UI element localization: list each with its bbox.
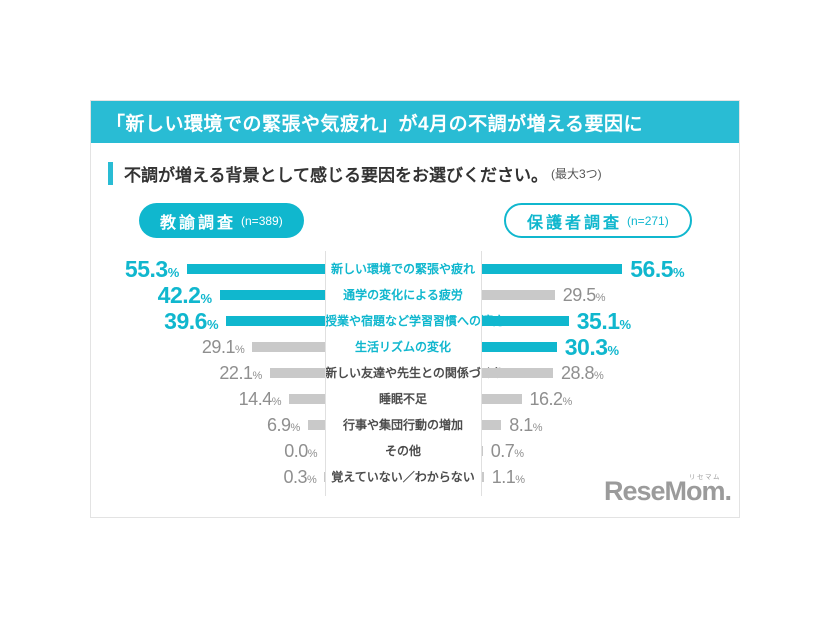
- resemom-logo: リセマム ReseMom.: [603, 471, 732, 506]
- chart-divider-right: [481, 251, 482, 496]
- parent-value: 28.8%: [561, 363, 604, 383]
- teacher-value: 29.1%: [201, 337, 245, 357]
- teacher-value: 0.0%: [284, 441, 317, 461]
- teacher-cell: 22.1%: [91, 364, 325, 382]
- teacher-bar: [307, 420, 325, 430]
- teacher-bar: [219, 290, 325, 300]
- teacher-bar: [186, 264, 325, 274]
- parent-cell: 29.5%: [481, 286, 739, 304]
- teacher-cell: 55.3%: [91, 255, 325, 282]
- parent-value: 16.2%: [529, 389, 573, 409]
- teacher-cell: 14.4%: [91, 390, 325, 408]
- parent-cell: 30.3%: [481, 333, 739, 360]
- question-accent-bar: [108, 162, 113, 185]
- parent-value: 30.3%: [564, 333, 619, 360]
- teacher-value: 6.9%: [266, 415, 300, 435]
- parent-cell: 16.2%: [481, 390, 739, 408]
- category-label: 授業や宿題など学習習慣への適応: [325, 314, 506, 328]
- teacher-value: 14.4%: [238, 389, 282, 409]
- parent-cell: 35.1%: [481, 307, 739, 334]
- parent-survey-n: (n=271): [627, 213, 669, 228]
- parent-bar: [481, 420, 502, 430]
- parent-bar: [481, 290, 555, 300]
- category-cell: 覚えていない／わからない: [325, 468, 481, 486]
- teacher-cell: 0.0%: [91, 442, 325, 460]
- parent-survey-label: 保護者調査: [527, 214, 623, 232]
- parent-bar: [481, 316, 569, 326]
- category-label: 生活リズムの変化: [354, 340, 451, 354]
- teacher-bar: [289, 394, 325, 404]
- teacher-cell: 42.2%: [91, 281, 325, 308]
- teacher-bar: [252, 342, 325, 352]
- teacher-value: 39.6%: [164, 307, 218, 334]
- teacher-bar: [324, 472, 325, 482]
- parent-cell: 56.5%: [481, 255, 739, 282]
- parent-value: 56.5%: [630, 255, 685, 282]
- teacher-value: 0.3%: [283, 467, 317, 487]
- survey-badges: 教諭調査 (n=389) 保護者調査 (n=271): [91, 203, 739, 238]
- teacher-bar: [226, 316, 325, 326]
- survey-card: 「新しい環境での緊張や気疲れ」が4月の不調が増える要因に 不調が増える背景として…: [90, 100, 740, 518]
- teacher-value: 22.1%: [219, 363, 262, 383]
- teacher-survey-label: 教諭調査: [160, 214, 237, 232]
- category-label: 新しい環境での緊張や疲れ: [330, 262, 475, 276]
- parent-survey-badge: 保護者調査 (n=271): [504, 203, 692, 238]
- category-cell: 行事や集団行動の増加: [325, 416, 481, 434]
- chart-divider-left: [325, 251, 326, 496]
- question-text: 不調が増える背景として感じる要因をお選びください。: [124, 166, 548, 185]
- category-cell: 睡眠不足: [325, 390, 481, 408]
- parent-value: 35.1%: [576, 307, 631, 334]
- category-label: 新しい友達や先生との関係づくり: [325, 366, 505, 380]
- parent-bar: [481, 342, 557, 352]
- resemom-logo-text: ReseMom.: [603, 476, 732, 506]
- teacher-cell: 29.1%: [91, 338, 325, 356]
- chart-row: 0.3% 覚えていない／わからない 1.1%: [91, 464, 739, 490]
- teacher-value: 42.2%: [157, 281, 212, 308]
- chart-row: 42.2% 通学の変化による疲労 29.5%: [91, 282, 739, 308]
- parent-cell: 8.1%: [481, 416, 739, 434]
- category-cell: 通学の変化による疲労: [325, 286, 481, 304]
- question-row: 不調が増える背景として感じる要因をお選びください。 (最大3つ): [108, 161, 739, 186]
- category-label: その他: [384, 444, 421, 458]
- category-cell: 新しい友達や先生との関係づくり: [325, 364, 505, 382]
- category-label: 睡眠不足: [378, 392, 427, 406]
- chart-row: 6.9% 行事や集団行動の増加 8.1%: [91, 412, 739, 438]
- teacher-cell: 0.3%: [91, 468, 325, 486]
- category-cell: その他: [325, 442, 481, 460]
- category-label: 行事や集団行動の増加: [342, 418, 463, 432]
- parent-bar: [481, 472, 484, 482]
- teacher-cell: 6.9%: [91, 416, 325, 434]
- chart-row: 22.1% 新しい友達や先生との関係づくり 28.8%: [91, 360, 739, 386]
- teacher-cell: 39.6%: [91, 307, 325, 334]
- butterfly-bar-chart: 55.3% 新しい環境での緊張や疲れ 56.5% 42.2% 通学の変化による疲労 29.…: [91, 251, 739, 496]
- card-title: 「新しい環境での緊張や気疲れ」が4月の不調が増える要因に: [106, 113, 643, 135]
- chart-row: 55.3% 新しい環境での緊張や疲れ 56.5%: [91, 256, 739, 282]
- category-cell: 新しい環境での緊張や疲れ: [325, 260, 481, 278]
- parent-cell: 1.1%: [481, 468, 739, 486]
- teacher-survey-n: (n=389): [241, 213, 283, 228]
- teacher-bar: [269, 368, 325, 378]
- question-note: (最大3つ): [550, 167, 602, 181]
- parent-cell: 0.7%: [481, 442, 739, 460]
- parent-value: 29.5%: [562, 285, 606, 305]
- parent-bar: [481, 264, 623, 274]
- chart-row: 39.6% 授業や宿題など学習習慣への適応 35.1%: [91, 308, 739, 334]
- parent-bar: [481, 368, 553, 378]
- card-header: 「新しい環境での緊張や気疲れ」が4月の不調が増える要因に: [91, 101, 739, 143]
- parent-cell: 28.8%: [481, 364, 739, 382]
- category-cell: 生活リズムの変化: [325, 338, 481, 356]
- category-label: 覚えていない／わからない: [331, 470, 475, 484]
- parent-value: 8.1%: [509, 415, 543, 435]
- chart-row: 29.1% 生活リズムの変化 30.3%: [91, 334, 739, 360]
- teacher-survey-badge: 教諭調査 (n=389): [139, 203, 304, 238]
- category-label: 通学の変化による疲労: [343, 288, 463, 302]
- category-cell: 授業や宿題など学習習慣への適応: [325, 312, 505, 330]
- parent-value: 1.1%: [491, 467, 525, 487]
- chart-row: 14.4% 睡眠不足 16.2%: [91, 386, 739, 412]
- resemom-logo-ruby: リセマム: [689, 474, 721, 481]
- parent-bar: [481, 394, 522, 404]
- chart-row: 0.0% その他 0.7%: [91, 438, 739, 464]
- parent-value: 0.7%: [490, 441, 524, 461]
- teacher-value: 55.3%: [124, 255, 179, 282]
